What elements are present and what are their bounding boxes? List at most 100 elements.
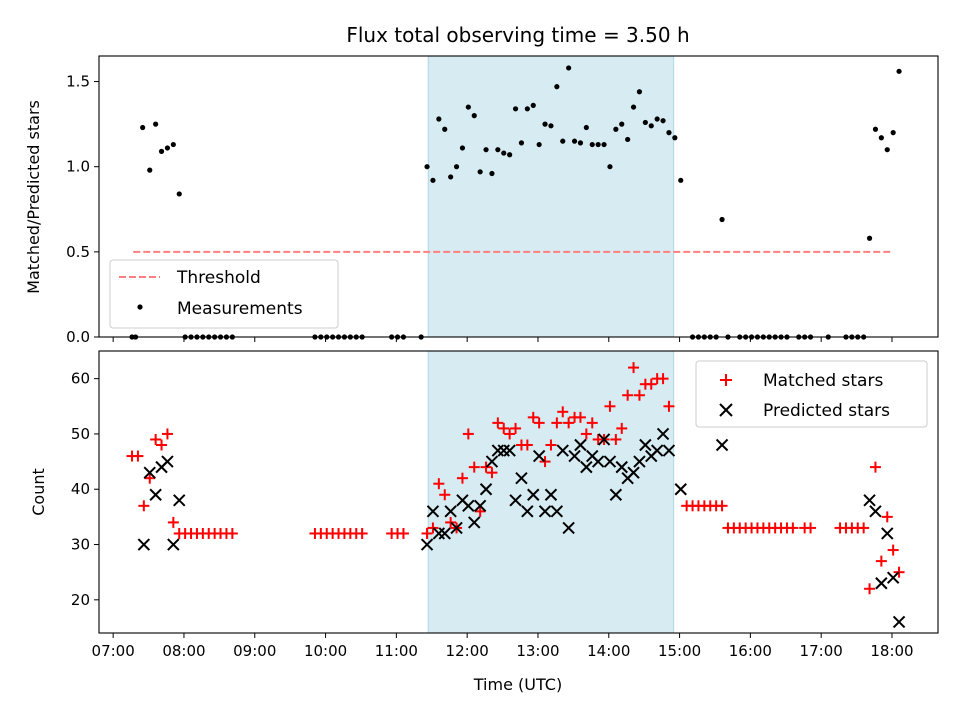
measurement-point (477, 169, 483, 175)
predicted-star-point (473, 499, 487, 513)
predicted-x-b (503, 444, 516, 457)
predicted-x-b (509, 494, 522, 507)
matched-star-point (132, 450, 144, 462)
measurement-point (459, 145, 466, 151)
predicted-star-point (609, 488, 623, 501)
measurement-point (589, 141, 595, 148)
matched-star-point (580, 428, 592, 440)
matched-star-point (563, 417, 575, 429)
predicted-star-point (161, 455, 174, 468)
predicted-x-b (633, 455, 646, 468)
matched-star-point (616, 422, 628, 434)
measurement-point (140, 124, 146, 131)
measurement-point (507, 152, 513, 158)
predicted-star-point (468, 516, 481, 529)
predicted-x-b (591, 455, 605, 468)
measurement-point (613, 126, 619, 132)
bottom-y-axis-label: Count (29, 468, 48, 516)
predicted-star-point (639, 438, 652, 452)
predicted-x-b (574, 438, 587, 452)
bottom-x-axis: 07:00 08:00 09:00 10:00 11:00 12:00 13:00 14:00… (92, 633, 914, 660)
y-tick-label: 30 (71, 536, 90, 554)
observing-window-span (427, 350, 675, 634)
predicted-star-point (556, 444, 569, 457)
predicted-x-b (468, 516, 481, 529)
matched-star-point (138, 500, 150, 512)
bottom-y-axis: 20 30 40 50 60 (71, 370, 99, 609)
predicted-x-b (420, 538, 434, 551)
predicted-star-point (497, 444, 510, 457)
predicted-star-point (863, 494, 876, 507)
predicted-x-b (550, 505, 564, 518)
top-legend-box (109, 259, 339, 329)
y-tick-label: 40 (71, 480, 90, 498)
matched-star-point (622, 389, 634, 401)
predicted-star-point (627, 466, 640, 479)
x-tick-label: 14:00 (587, 642, 630, 660)
predicted-star-point (438, 527, 451, 540)
predicted-x-b (173, 494, 186, 507)
predicted-x-b (450, 521, 463, 535)
measurement-point (471, 113, 477, 119)
predicted-x-b (544, 488, 558, 501)
measurement-point (619, 121, 625, 127)
predicted-stars-series (137, 427, 906, 629)
predicted-star-point (615, 460, 628, 474)
predicted-star-point (444, 505, 457, 518)
matched-star-point (480, 461, 492, 473)
predicted-x-b (497, 444, 510, 457)
predicted-x-b (875, 577, 888, 590)
measurement-point (465, 104, 471, 110)
predicted-star-point (509, 494, 522, 507)
measurement-point (548, 123, 554, 129)
top-x-ticks (112, 337, 893, 342)
matched-star-point (156, 439, 168, 451)
observing-window-span (427, 55, 675, 338)
matched-star-point (533, 417, 545, 429)
x-tick-label: 10:00 (304, 642, 347, 660)
predicted-x-b (485, 455, 499, 468)
x-tick-label: 08:00 (162, 642, 205, 660)
matched-star-point (805, 522, 817, 534)
matched-star-point (586, 417, 598, 429)
matched-star-point (869, 461, 881, 473)
matched-star-point (167, 516, 179, 528)
measurement-point (672, 135, 678, 141)
matched-star-point (628, 362, 640, 374)
x-tick-label: 09:00 (233, 642, 276, 660)
legend-measurements-label: Measurements (177, 299, 303, 319)
measurement-point (524, 106, 530, 112)
matched-star-point (421, 527, 433, 539)
y-tick-label: 20 (71, 591, 90, 609)
matched-star-point (527, 411, 539, 423)
matched-star-point (610, 433, 622, 445)
matched-star-point (397, 527, 409, 539)
predicted-star-point (869, 505, 882, 518)
matched-star-point (657, 373, 669, 385)
x-tick-label: 18:00 (870, 642, 913, 660)
predicted-x-b (438, 527, 451, 540)
predicted-star-point (875, 577, 888, 590)
predicted-x-b (892, 615, 906, 629)
matched-star-point (539, 456, 551, 468)
predicted-x-b (462, 499, 475, 513)
predicted-star-point (479, 483, 493, 496)
top-panel: 0.0 0.5 1.0 1.5 Matched/Predicted stars Thr… (24, 55, 939, 346)
measurement-point (530, 102, 536, 108)
predicted-star-point (432, 527, 446, 540)
matched-star-point (604, 400, 616, 412)
predicted-x-b (515, 471, 528, 485)
measurement-point (176, 191, 182, 197)
measurement-point (512, 106, 519, 112)
predicted-x-b (639, 438, 652, 452)
measurement-point (153, 121, 159, 127)
predicted-star-point (515, 471, 528, 485)
predicted-x-b (580, 460, 593, 474)
x-tick-label: 15:00 (658, 642, 701, 660)
predicted-star-point (715, 438, 729, 452)
predicted-x-b (568, 449, 581, 463)
matched-star-point (787, 522, 799, 534)
predicted-x-b (627, 466, 640, 479)
legend-predicted-swatch (719, 403, 733, 417)
measurement-point (164, 145, 171, 151)
